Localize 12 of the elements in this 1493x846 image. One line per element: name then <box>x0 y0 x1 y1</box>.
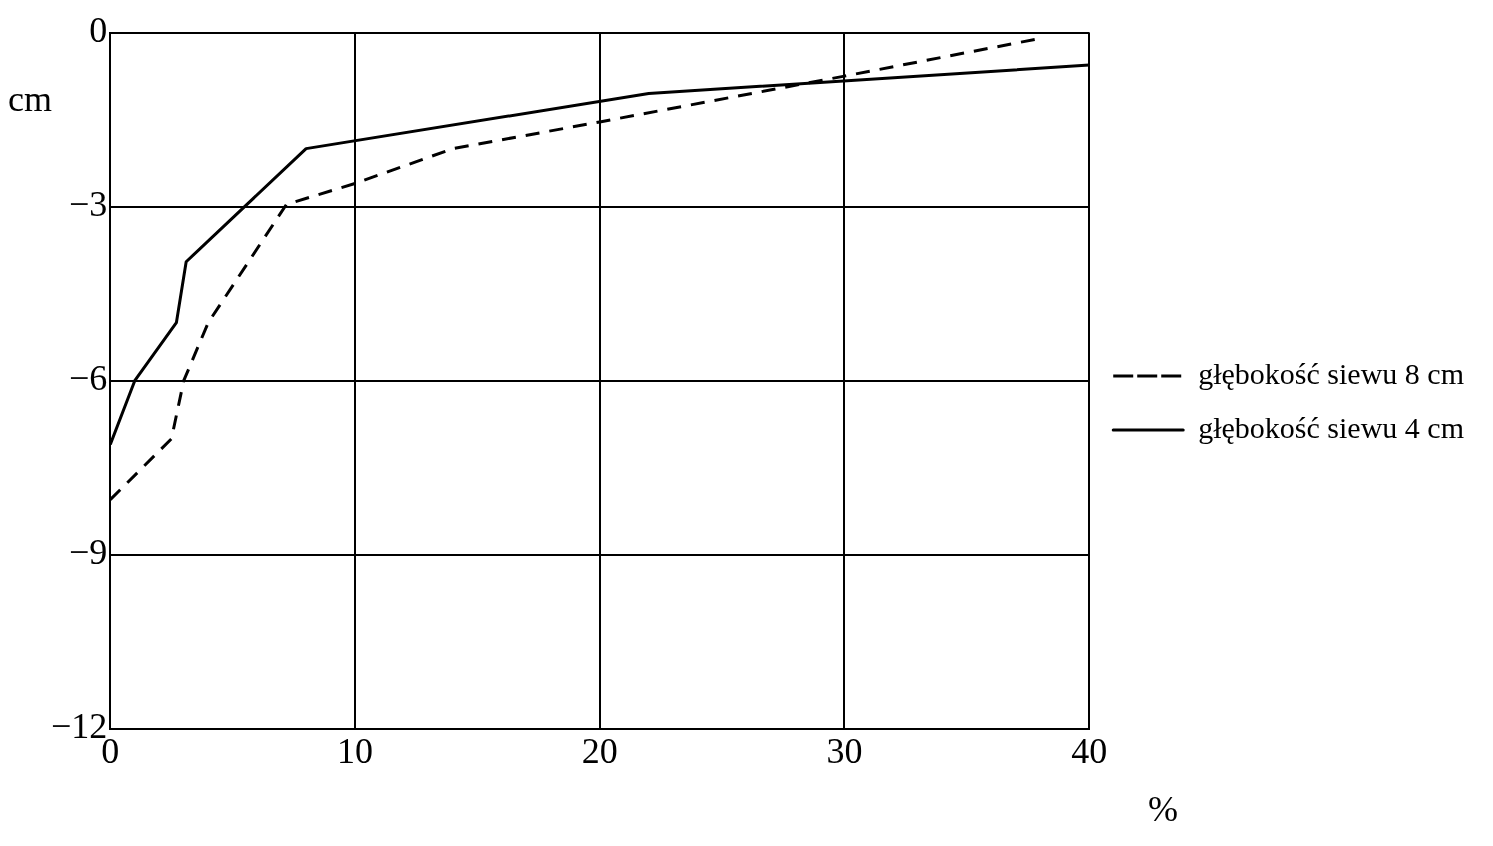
legend-label: głębokość siewu 8 cm <box>1198 356 1464 390</box>
y-tick-label: −3 <box>68 184 108 225</box>
y-tick-label: −9 <box>68 532 108 573</box>
x-axis-title: % <box>1148 788 1178 830</box>
y-tick-label: 0 <box>89 10 108 51</box>
y-axis-title: cm <box>8 78 52 120</box>
x-tick-label: 30 <box>826 730 863 771</box>
y-tick-label: −6 <box>68 358 108 399</box>
legend-label: głębokość siewu 4 cm <box>1198 410 1464 444</box>
x-tick-label: 10 <box>337 730 374 771</box>
x-tick-label: 40 <box>1071 730 1108 771</box>
x-tick-label: 20 <box>581 730 618 771</box>
